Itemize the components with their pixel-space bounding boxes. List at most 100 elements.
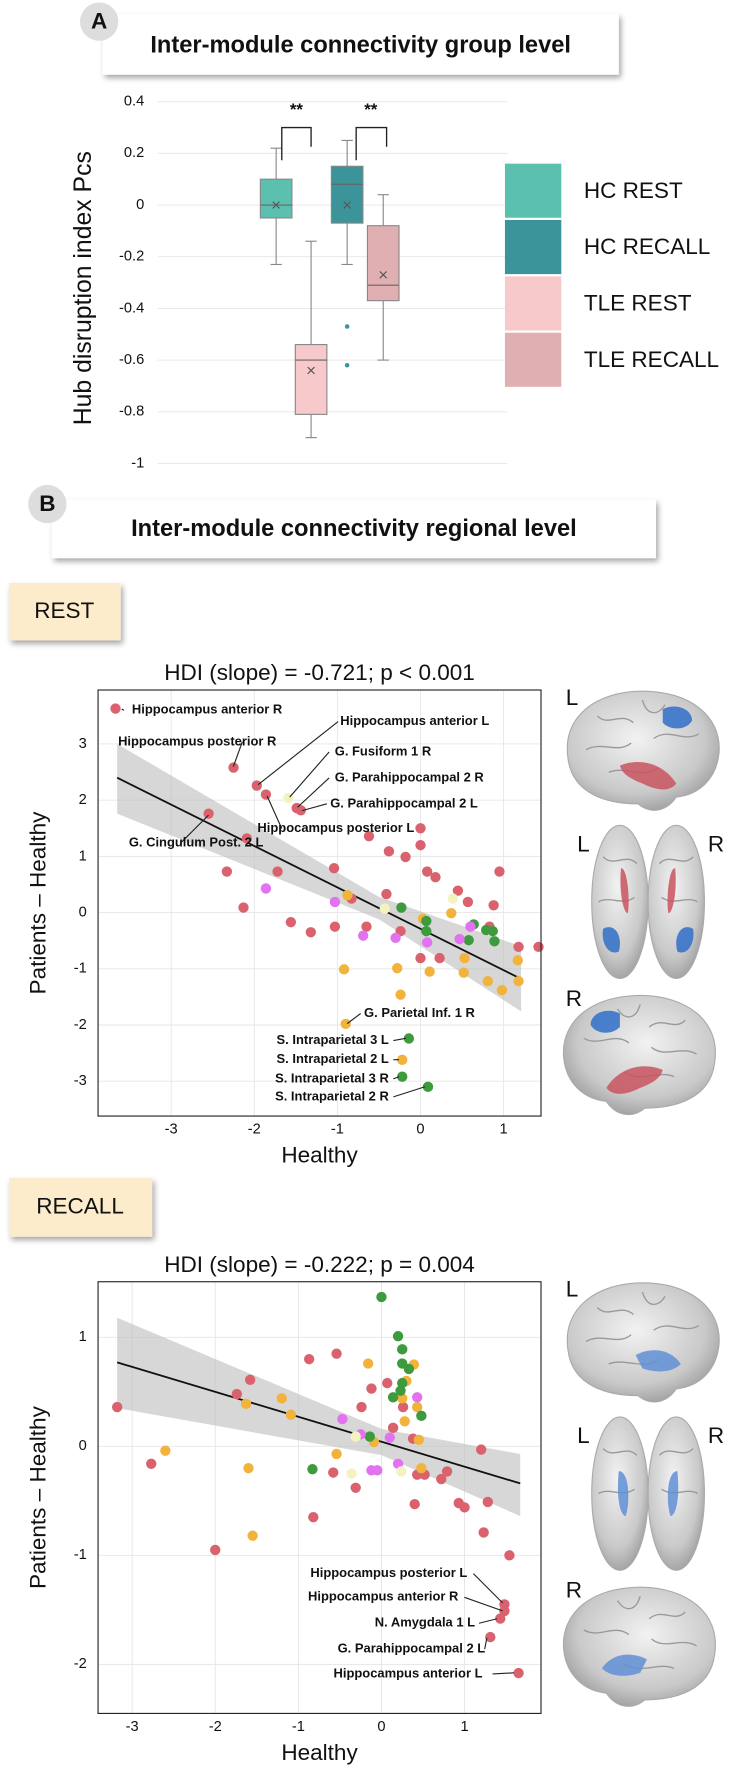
- x-tick-label: 0: [377, 1719, 385, 1735]
- condition-label: RECALL: [36, 1193, 124, 1218]
- brain-region: [635, 1350, 681, 1372]
- x-tick-label: 1: [500, 1121, 508, 1137]
- title-box: [102, 13, 619, 75]
- point: [383, 846, 395, 857]
- point: [146, 1458, 157, 1469]
- brain-view: [566, 1282, 720, 1403]
- point: [376, 1291, 387, 1303]
- point: [340, 1018, 351, 1030]
- point: [411, 1401, 423, 1413]
- brain-outline: [562, 1586, 716, 1707]
- point: [395, 1385, 406, 1396]
- point: [160, 1445, 171, 1456]
- leader-line: [393, 1037, 406, 1042]
- legend-swatch: [504, 163, 562, 218]
- box: [330, 165, 364, 224]
- leader-line: [121, 708, 125, 711]
- point: [384, 1432, 395, 1443]
- point-annotation: Hippocampus posterior L: [257, 820, 414, 835]
- point: [463, 934, 474, 946]
- point: [221, 866, 233, 877]
- point-annotation: G. Fusiform 1 R: [335, 743, 432, 758]
- y-tick-label: -1: [74, 1547, 87, 1563]
- point: [247, 1530, 258, 1541]
- point: [446, 907, 457, 919]
- outlier: [344, 363, 350, 368]
- brain-sulci: [583, 1004, 697, 1078]
- point: [338, 964, 350, 975]
- point: [415, 839, 426, 851]
- point: [396, 1466, 407, 1477]
- brain-region: [620, 868, 629, 914]
- point: [381, 888, 392, 900]
- point: [421, 915, 432, 927]
- point: [305, 927, 316, 938]
- point: [397, 1401, 409, 1413]
- brain-view: [562, 994, 716, 1116]
- point: [415, 823, 426, 834]
- leader-line: [393, 1086, 426, 1098]
- point: [411, 1392, 423, 1403]
- brain-region: [606, 1066, 663, 1094]
- y-tick-label: 0.4: [124, 94, 144, 110]
- point: [485, 1631, 496, 1643]
- y-tick-label: 3: [79, 736, 87, 752]
- legend-swatch: [504, 276, 562, 331]
- brain-view: [591, 1416, 706, 1571]
- point: [454, 933, 465, 945]
- point: [409, 1498, 420, 1510]
- y-tick-label: -0.8: [119, 404, 144, 420]
- point: [357, 930, 369, 941]
- brain-outline: [566, 690, 720, 811]
- fit-line: [116, 776, 522, 980]
- leader-line: [393, 1076, 400, 1080]
- brain-sulci: [585, 699, 700, 774]
- point: [285, 916, 297, 928]
- point: [356, 1401, 367, 1413]
- point: [416, 1462, 427, 1474]
- mean-marker: [272, 201, 280, 209]
- brain-region: [667, 868, 676, 914]
- y-axis-title: Patients – Healthy: [25, 1405, 50, 1589]
- leader-line: [301, 803, 328, 812]
- point: [307, 1464, 318, 1475]
- point: [329, 921, 341, 932]
- plot-frame: [97, 689, 542, 1117]
- point: [276, 1393, 287, 1404]
- leader-line: [257, 721, 339, 786]
- point: [303, 1353, 315, 1365]
- legend-label: TLE REST: [584, 290, 692, 315]
- brain-side-label: L: [566, 685, 579, 710]
- x-tick-label: -1: [292, 1719, 305, 1735]
- point-annotation: Hippocampus anterior R: [132, 702, 283, 717]
- brain-hemisphere: [647, 824, 706, 980]
- brain-side-label: L: [566, 1277, 579, 1302]
- point: [337, 1413, 348, 1425]
- point: [364, 1431, 375, 1442]
- brain-view: [566, 690, 720, 811]
- point: [328, 863, 340, 874]
- point: [475, 1444, 487, 1455]
- y-tick-label: -0.2: [119, 249, 144, 265]
- leader-line: [289, 751, 330, 798]
- point: [111, 1401, 123, 1413]
- point: [210, 1544, 221, 1556]
- box: [259, 178, 293, 219]
- point-annotation: N. Amygdala 1 L: [375, 1615, 475, 1630]
- title-box: [51, 499, 656, 559]
- confidence-band: [117, 1317, 521, 1517]
- point: [387, 1422, 399, 1433]
- outlier: [344, 324, 350, 329]
- point: [392, 963, 403, 974]
- point: [272, 866, 283, 877]
- point: [346, 1468, 357, 1479]
- brain-side-label: L: [577, 1423, 590, 1448]
- point: [533, 941, 544, 953]
- y-tick-label: 0.2: [124, 145, 144, 161]
- condition-box: [9, 1178, 153, 1237]
- point-annotation: S. Intraparietal 3 R: [275, 1070, 389, 1085]
- y-tick-label: 1: [79, 1329, 87, 1345]
- point: [244, 1374, 256, 1386]
- leader-line: [179, 814, 209, 844]
